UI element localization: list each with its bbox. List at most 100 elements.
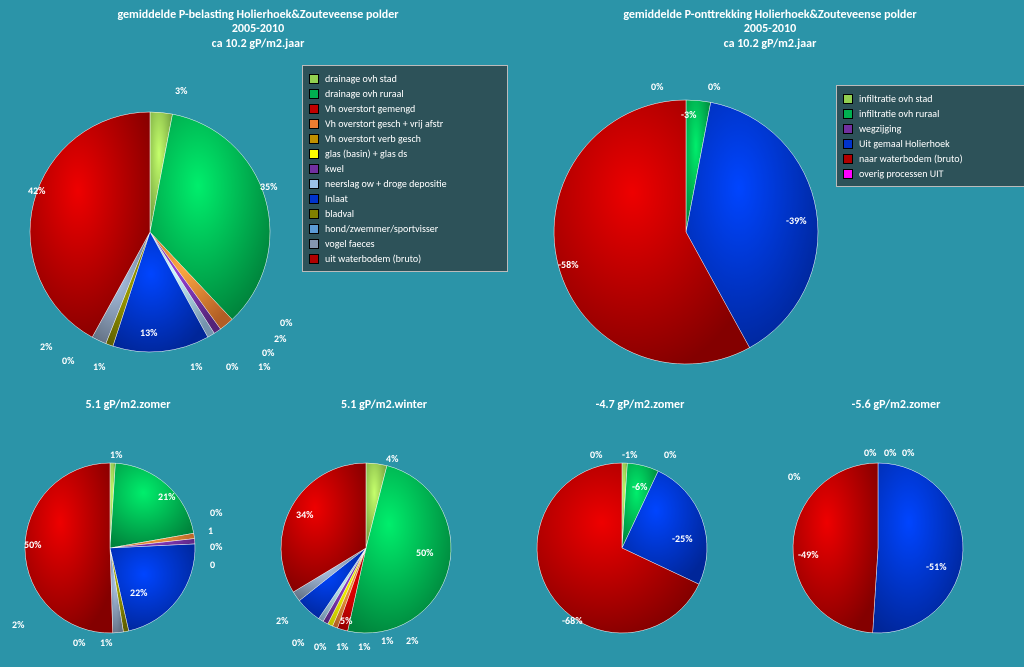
legend-text: Uit gemaal Holierhoek: [859, 137, 950, 150]
legend-text: wegzijging: [859, 122, 901, 135]
legend-text: Vh overstort gesch + vrij afstr: [325, 117, 443, 130]
pie-label: 0%: [314, 640, 326, 653]
pie-label: 0%: [262, 346, 274, 359]
pie-label: 3%: [175, 84, 187, 97]
pie-label: 1%: [336, 640, 348, 653]
bottom-title-2: 5.1 gP/m2.winter: [256, 392, 512, 412]
legend-text: Vh overstort verb gesch: [325, 132, 421, 145]
legend-swatch: [843, 109, 853, 119]
legend-text: naar waterbodem (bruto): [859, 152, 963, 165]
legend-item: bladval: [309, 207, 501, 220]
legend-text: kwel: [325, 162, 344, 175]
legend-item: drainage ovh stad: [309, 72, 501, 85]
legend-item: Uit gemaal Holierhoek: [843, 137, 1019, 150]
legend-swatch: [309, 194, 319, 204]
legend-text: hond/zwemmer/sportvisser: [325, 222, 438, 235]
legend-item: infiltratie ovh stad: [843, 92, 1019, 105]
legend-swatch: [309, 104, 319, 114]
pie-label: 0%: [884, 446, 896, 459]
pie-label: 2%: [274, 332, 286, 345]
top-left-panel: gemiddelde P-belasting Holierhoek&Zoutev…: [0, 0, 516, 392]
legend-text: infiltratie ovh ruraal: [859, 107, 939, 120]
legend-text: Inlaat: [325, 192, 348, 205]
pie-label: 50%: [24, 538, 41, 551]
legend-text: Vh overstort gemengd: [325, 102, 415, 115]
pie-label: 0%: [73, 636, 85, 649]
bottom-row: 5.1 gP/m2.zomer 1%21%0%10%022%1%0%2%50% …: [0, 392, 1024, 667]
pie-label: -49%: [798, 548, 819, 561]
legend-swatch: [309, 164, 319, 174]
legend-item: Inlaat: [309, 192, 501, 205]
pie-label: 0%: [210, 506, 222, 519]
bottom-panel-3: -4.7 gP/m2.zomer -1%-6%0%-25%-68%0%: [512, 392, 768, 667]
pie-label: 2%: [406, 634, 418, 647]
bottom-title-3: -4.7 gP/m2.zomer: [512, 392, 768, 412]
legend-swatch: [843, 124, 853, 134]
legend-swatch: [309, 74, 319, 84]
pie-label: 1%: [358, 640, 370, 653]
legend-text: infiltratie ovh stad: [859, 92, 933, 105]
pie-label: 0%: [902, 446, 914, 459]
legend-item: Vh overstort verb gesch: [309, 132, 501, 145]
legend-item: naar waterbodem (bruto): [843, 152, 1019, 165]
legend-text: bladval: [325, 207, 354, 220]
pie-bottom-3: -1%-6%0%-25%-68%0%: [512, 418, 768, 667]
legend-text: glas (basin) + glas ds: [325, 147, 407, 160]
pie-top-right: 0%-3%0%-39%-58%: [516, 0, 1024, 392]
legend-item: wegzijging: [843, 122, 1019, 135]
legend-swatch: [309, 119, 319, 129]
legend-swatch: [309, 179, 319, 189]
pie-label: 1%: [110, 448, 122, 461]
legend-top-right: infiltratie ovh stad infiltratie ovh rura…: [836, 85, 1024, 187]
bottom-panel-1: 5.1 gP/m2.zomer 1%21%0%10%022%1%0%2%50%: [0, 392, 256, 667]
pie-bottom-2: 4%50%2%1%1%1%0%5%0%2%34%: [256, 418, 512, 667]
pie-bottom-4: 0%0%0%-51%-49%0%: [768, 418, 1024, 667]
pie-label: 1%: [258, 360, 270, 373]
legend-swatch: [843, 139, 853, 149]
legend-item: Vh overstort gesch + vrij afstr: [309, 117, 501, 130]
pie-label: 21%: [158, 490, 175, 503]
pie-label: -1%: [622, 448, 637, 461]
pie-slice: [873, 463, 963, 633]
bottom-title-4: -5.6 gP/m2.zomer: [768, 392, 1024, 412]
legend-swatch: [843, 154, 853, 164]
pie-label: -58%: [558, 258, 579, 271]
pie-label: 1: [208, 524, 213, 537]
pie-label: 2%: [40, 340, 52, 353]
legend-swatch: [309, 89, 319, 99]
bottom-title-1: 5.1 gP/m2.zomer: [0, 392, 256, 412]
pie-label: 22%: [130, 586, 147, 599]
pie-label: 50%: [416, 546, 433, 559]
pie-label: 1%: [381, 634, 393, 647]
legend-text: overig processen UIT: [859, 167, 944, 180]
pie-label: 0: [210, 558, 215, 571]
legend-item: glas (basin) + glas ds: [309, 147, 501, 160]
pie-label: 1%: [190, 360, 202, 373]
legend-text: drainage ovh ruraal: [325, 87, 404, 100]
legend-swatch: [309, 149, 319, 159]
pie-label: 0%: [62, 354, 74, 367]
pie-label: 0%: [788, 470, 800, 483]
legend-top-left: drainage ovh stad drainage ovh ruraal Vh o…: [302, 65, 508, 272]
pie-label: -25%: [672, 532, 693, 545]
pie-label: 0%: [708, 80, 720, 93]
legend-item: neerslag ow + droge depositie: [309, 177, 501, 190]
pie-bottom-1: 1%21%0%10%022%1%0%2%50%: [0, 418, 256, 667]
legend-item: Vh overstort gemengd: [309, 102, 501, 115]
pie-label: 0%: [210, 540, 222, 553]
legend-item: uit waterbodem (bruto): [309, 252, 501, 265]
pie-label: 2%: [12, 618, 24, 631]
legend-text: neerslag ow + droge depositie: [325, 177, 447, 190]
legend-item: overig processen UIT: [843, 167, 1019, 180]
legend-swatch: [843, 169, 853, 179]
pie-label: 0%: [226, 360, 238, 373]
top-right-panel: gemiddelde P-onttrekking Holierhoek&Zout…: [516, 0, 1024, 392]
pie-label: 42%: [28, 184, 45, 197]
pie-label: 0%: [664, 448, 676, 461]
pie-label: -39%: [786, 214, 807, 227]
pie-label: 0%: [280, 316, 292, 329]
legend-swatch: [309, 224, 319, 234]
legend-item: infiltratie ovh ruraal: [843, 107, 1019, 120]
legend-swatch: [309, 209, 319, 219]
pie-label: 1%: [93, 360, 105, 373]
